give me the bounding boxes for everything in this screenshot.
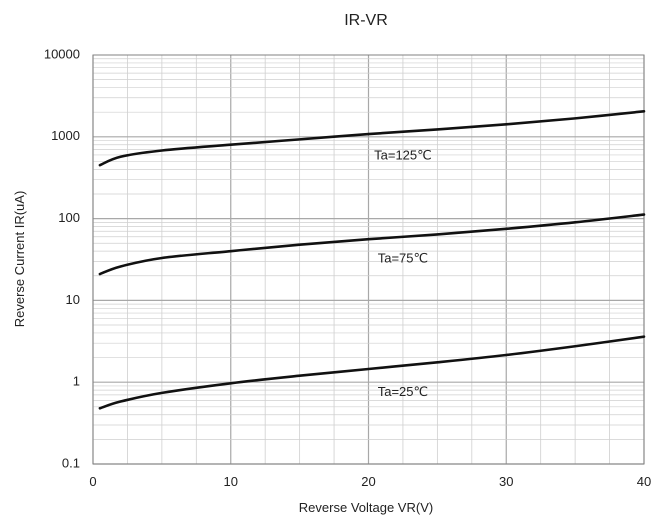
y-axis-ticks: 0.1 1 10 100 1000 10000: [44, 46, 80, 470]
series-group: [98, 110, 646, 410]
x-axis-title: Reverse Voltage VR(V): [299, 500, 433, 515]
x-tick-label: 20: [361, 474, 375, 489]
series-line-0: [98, 110, 646, 167]
x-tick-label: 10: [224, 474, 238, 489]
x-tick-label: 0: [89, 474, 96, 489]
y-tick-label: 10000: [44, 46, 80, 61]
y-tick-label: 10: [66, 292, 80, 307]
grid: [92, 55, 645, 465]
x-axis-ticks: 0 10 20 30 40: [89, 474, 651, 489]
y-tick-label: 1: [73, 374, 80, 389]
x-tick-label: 30: [499, 474, 513, 489]
curve-label-2: Ta=25℃: [378, 384, 428, 399]
x-tick-label: 40: [637, 474, 651, 489]
annotation-group: Ta=125℃ Ta=75℃ Ta=25℃: [374, 148, 432, 399]
series-line-2: [98, 335, 646, 410]
y-tick-label: 0.1: [62, 455, 80, 470]
y-tick-label: 1000: [51, 128, 80, 143]
plot-frame: [92, 54, 645, 465]
y-tick-label: 100: [58, 210, 80, 225]
chart-title: IR-VR: [344, 12, 388, 29]
y-axis-title: Reverse Current IR(uA): [12, 191, 27, 328]
curve-label-0: Ta=125℃: [374, 148, 432, 163]
series-line-1: [98, 213, 646, 276]
curve-label-1: Ta=75℃: [378, 251, 428, 266]
